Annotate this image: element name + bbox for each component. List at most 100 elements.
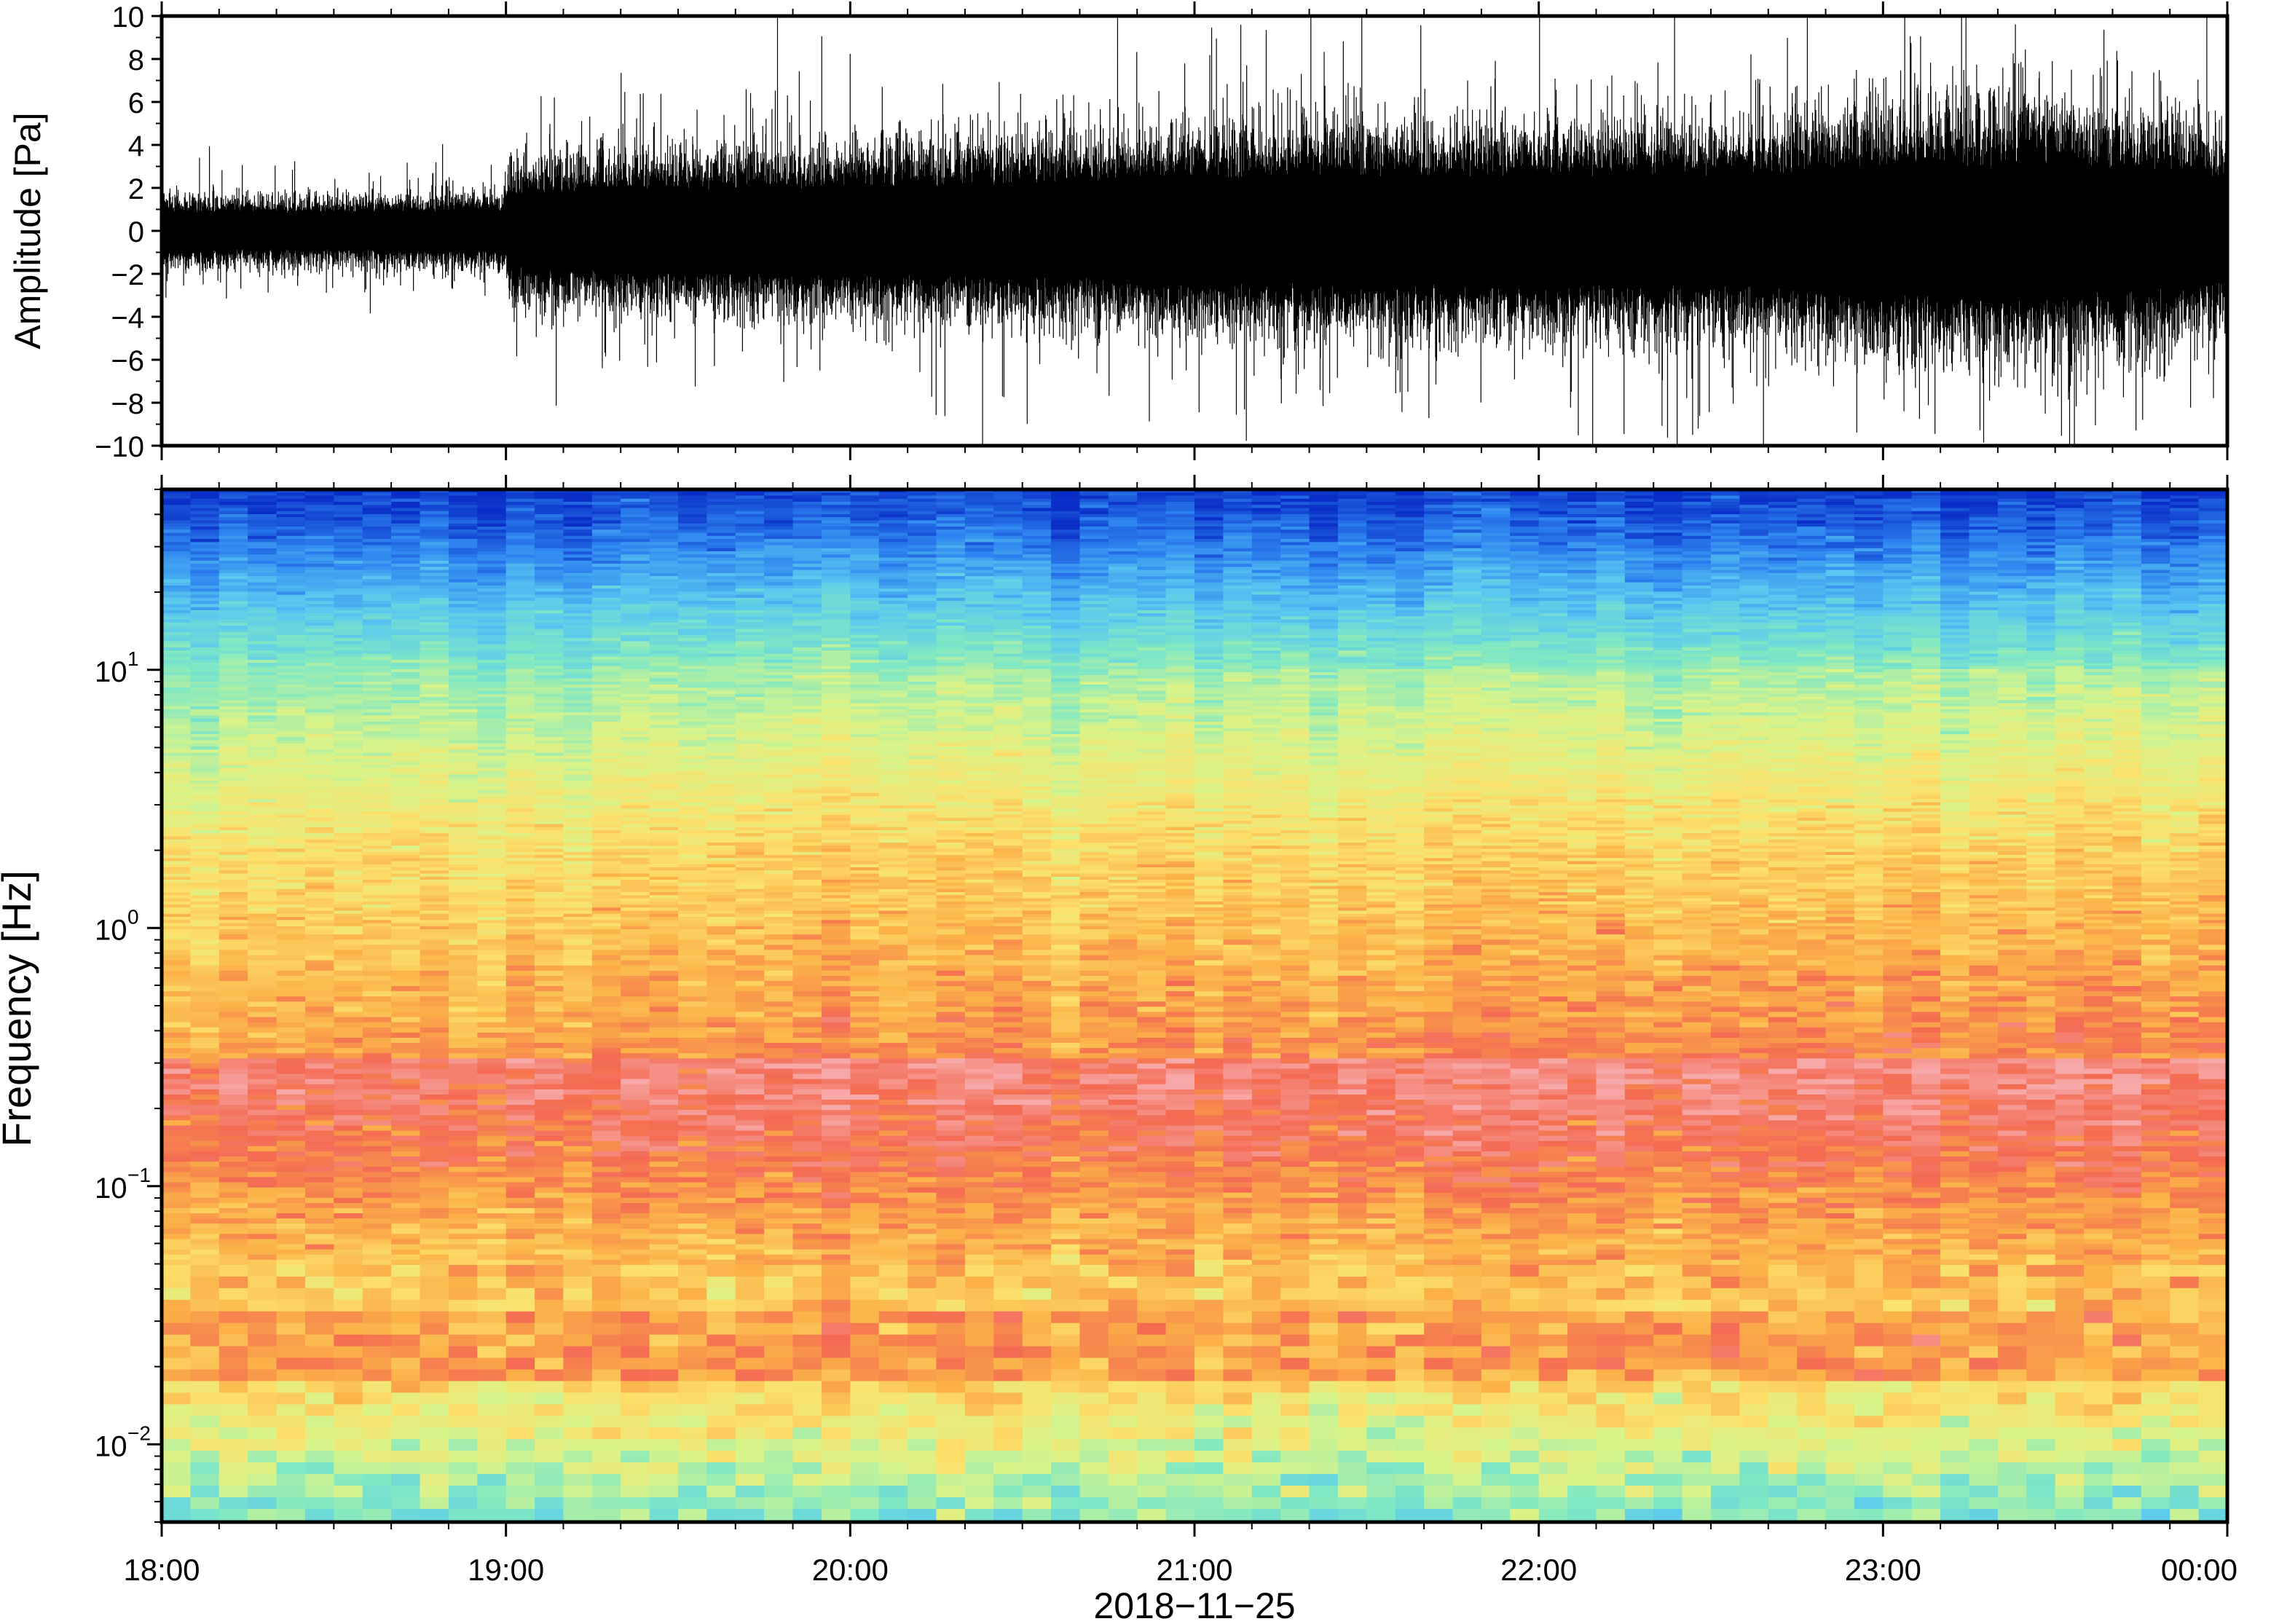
spectrogram-cell	[190, 1172, 220, 1178]
spectrogram-cell	[362, 671, 392, 677]
spectrogram-cell	[162, 759, 192, 763]
spectrogram-cell	[621, 1079, 650, 1085]
spectrogram-cell	[248, 656, 278, 661]
spectrogram-cell	[190, 1012, 220, 1018]
spectrogram-cell	[248, 1497, 278, 1510]
spectrogram-cell	[505, 690, 535, 695]
spectrogram-cell	[420, 675, 449, 679]
spectrogram-cell	[448, 792, 479, 797]
spectrogram-cell	[505, 502, 535, 506]
spectrogram-cell	[362, 706, 392, 710]
spectrogram-cell	[190, 1497, 220, 1510]
spectrogram-cell	[707, 1094, 736, 1100]
spectrogram-cell	[190, 851, 220, 856]
spectrogram-cell	[362, 1323, 392, 1336]
spectrogram-cell	[362, 532, 392, 537]
spectrogram-cell	[276, 1427, 306, 1440]
spectrogram-cell	[563, 1439, 593, 1451]
spectrogram-cell	[707, 1392, 736, 1406]
spectrogram-cell	[391, 923, 421, 927]
spectrogram-cell	[707, 996, 736, 1003]
spectrogram-cell	[248, 950, 278, 956]
spectrogram-cell	[304, 725, 335, 729]
spectrogram-cell	[735, 1068, 765, 1075]
spectrogram-cell	[334, 749, 363, 754]
spectrogram-cell	[248, 728, 278, 732]
spectrogram-cell	[219, 1146, 248, 1152]
spectrogram-cell	[505, 768, 535, 772]
spectrogram-cell	[362, 548, 392, 552]
spectrogram-cell	[448, 1357, 479, 1371]
spectrogram-cell	[248, 939, 278, 946]
spectrogram-cell	[334, 836, 363, 840]
spectrogram-cell	[362, 669, 392, 673]
spectrogram-cell	[649, 960, 679, 966]
spectrogram-cell	[448, 1058, 479, 1065]
spectrogram-cell	[304, 681, 335, 685]
spectrogram-cell	[362, 1239, 392, 1245]
spectrogram-cell	[334, 960, 363, 966]
spectrogram-cell	[248, 845, 278, 850]
spectrogram-cell	[391, 1508, 421, 1521]
spectrogram-cell	[448, 616, 479, 620]
spectrogram-cell	[420, 610, 449, 614]
spectrogram-cell	[219, 1151, 248, 1157]
spectrogram-cell	[190, 880, 220, 884]
spectrogram-cell	[276, 839, 306, 843]
spectrogram-cell	[334, 1392, 363, 1406]
spectrogram-cell	[735, 1053, 765, 1060]
spectrogram-cell	[707, 1207, 736, 1214]
spectrogram-cell	[505, 762, 535, 766]
spectrogram-cell	[678, 960, 708, 966]
spectrogram-cell	[190, 631, 220, 636]
spectrogram-cell	[162, 666, 192, 670]
spectrogram-cell	[304, 498, 335, 502]
spectrogram-cell	[162, 728, 192, 732]
spectrogram-cell	[304, 492, 335, 497]
spectrogram-cell	[391, 554, 421, 559]
spectrogram-cell	[563, 1346, 593, 1359]
spectrogram-cell	[448, 1135, 479, 1142]
spectrogram-cell	[334, 854, 363, 859]
spectrogram-cell	[334, 970, 363, 977]
spectrogram-cell	[276, 886, 306, 890]
spectrogram-cell	[707, 1017, 736, 1023]
spectrogram-cell	[304, 1100, 335, 1105]
spectrogram-cell	[334, 514, 363, 519]
spectrogram-cell	[621, 1223, 650, 1230]
spectrogram-cell	[362, 1381, 392, 1394]
spectrogram-cell	[477, 505, 507, 509]
spectrogram-cell	[162, 752, 192, 757]
spectrogram-cell	[304, 666, 335, 670]
spectrogram-cell	[707, 1451, 736, 1463]
spectrogram-cell	[505, 880, 535, 884]
spectrogram-cell	[362, 1369, 392, 1382]
spectrogram-cell	[535, 539, 564, 543]
spectrogram-cell	[707, 970, 736, 977]
spectrogram-cell	[391, 960, 421, 966]
spectrogram-cell	[591, 1172, 622, 1178]
spectrogram-cell	[448, 749, 479, 754]
spectrogram-cell	[535, 709, 564, 714]
spectrogram-cell	[391, 622, 421, 626]
spectrogram-cell	[477, 728, 507, 732]
spectrogram-cell	[304, 1032, 335, 1038]
spectrogram-cell	[448, 1244, 479, 1250]
spectrogram-cell	[420, 792, 449, 797]
spectrogram-cell	[276, 771, 306, 776]
spectrogram-cell	[477, 1187, 507, 1194]
spectrogram-cell	[621, 1486, 650, 1498]
spectrogram-cell	[162, 663, 192, 667]
spectrogram-cell	[420, 965, 449, 971]
spectrogram-cell	[162, 1202, 192, 1209]
spectrogram-cell	[362, 784, 392, 788]
spectrogram-cell	[448, 1089, 479, 1095]
spectrogram-cell	[678, 1162, 708, 1168]
spectrogram-cell	[678, 1100, 708, 1105]
spectrogram-cell	[219, 749, 248, 754]
spectrogram-cell	[190, 854, 220, 859]
spectrogram-cell	[334, 768, 363, 772]
spectrogram-cell	[505, 752, 535, 757]
spectrogram-cell	[477, 628, 507, 633]
